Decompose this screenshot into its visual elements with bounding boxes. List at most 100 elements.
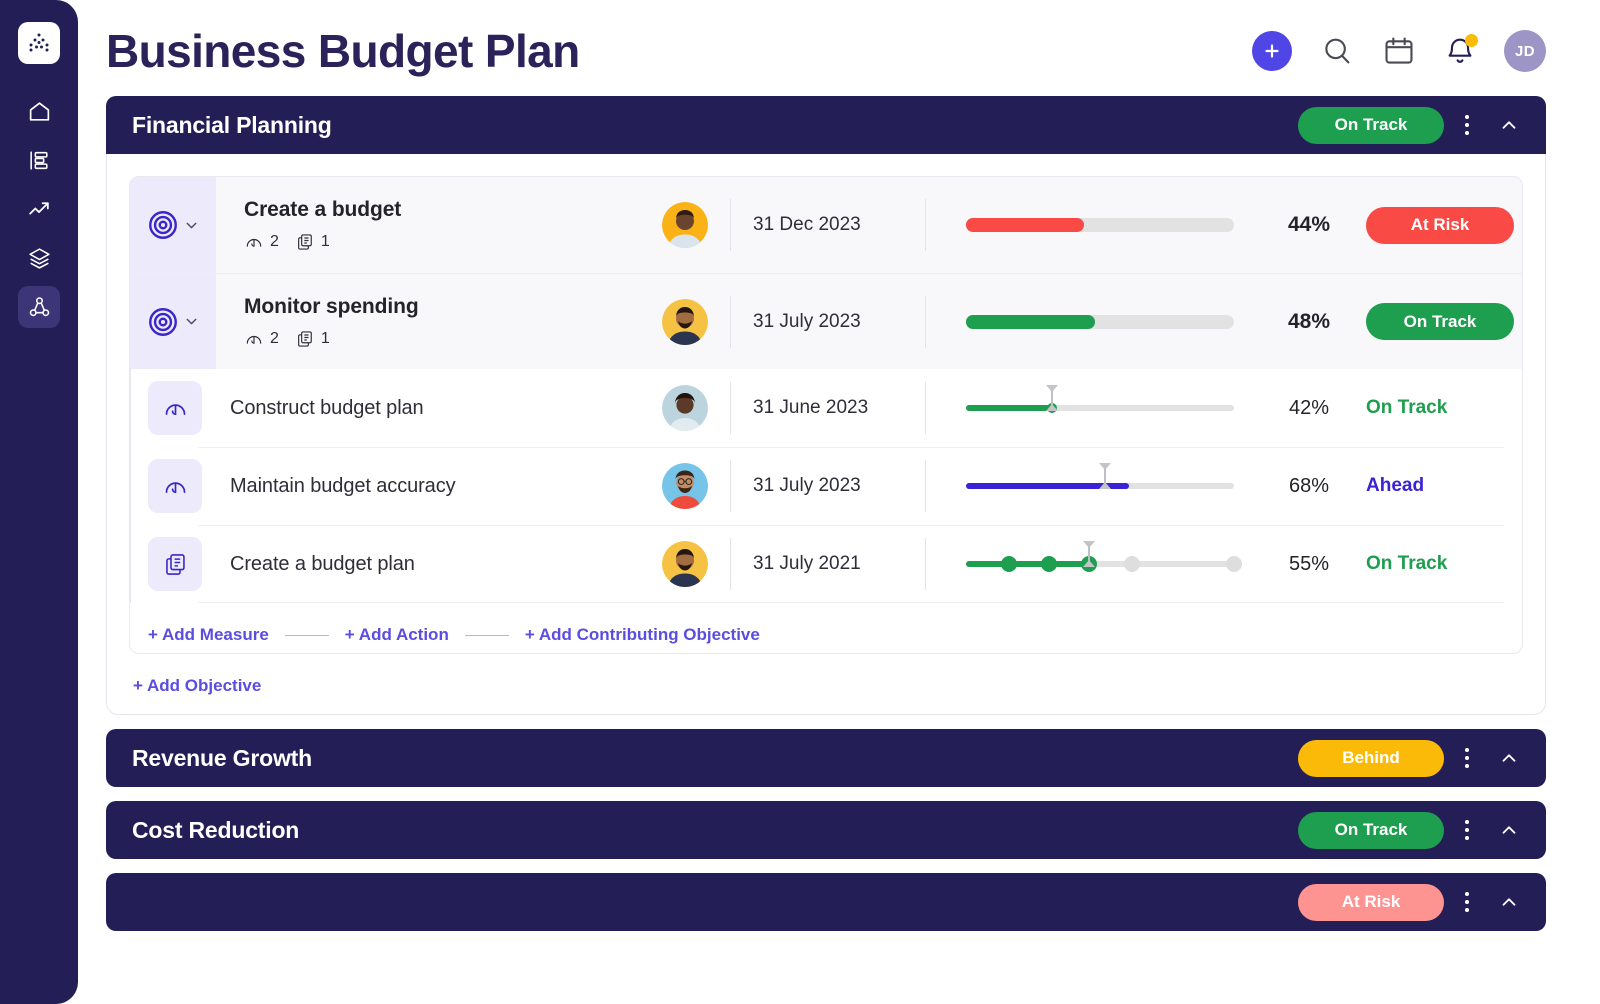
action-doc-icon xyxy=(297,330,312,347)
due-date: 31 Dec 2023 xyxy=(753,214,861,235)
progress-slider[interactable] xyxy=(966,463,1266,499)
bell-icon xyxy=(1448,38,1472,63)
divider xyxy=(925,538,926,590)
add-objective-link[interactable]: + Add Objective xyxy=(133,676,262,695)
divider xyxy=(464,634,509,636)
section-collapse-toggle[interactable] xyxy=(1490,739,1528,777)
section-collapse-toggle[interactable] xyxy=(1490,811,1528,849)
milestone-dot[interactable] xyxy=(1226,556,1242,572)
top-bar-actions: JD xyxy=(1252,30,1546,72)
progress-track xyxy=(966,314,1234,329)
home-icon xyxy=(29,101,49,121)
measures-count: 2 xyxy=(244,329,279,349)
progress-slider[interactable] xyxy=(966,385,1266,421)
add-action-link[interactable]: + Add Action xyxy=(344,625,449,644)
status-badge[interactable]: At Risk xyxy=(1366,206,1514,244)
app-logo[interactable] xyxy=(18,22,60,64)
actions-count: 1 xyxy=(295,329,330,349)
section-header[interactable]: Revenue Growth Behind xyxy=(106,729,1546,787)
notification-dot xyxy=(1465,34,1478,47)
milestone-dot[interactable] xyxy=(1041,556,1058,572)
sidebar-item-gantt[interactable] xyxy=(18,139,60,181)
progress-fill xyxy=(966,314,1095,329)
avatar[interactable] xyxy=(662,541,708,587)
section-partial: At Risk xyxy=(106,873,1546,931)
status-badge[interactable]: At Risk xyxy=(1298,883,1444,921)
calendar-icon xyxy=(1385,37,1413,64)
section-header[interactable]: At Risk xyxy=(106,873,1546,931)
progress-bar[interactable] xyxy=(966,314,1266,329)
divider xyxy=(730,538,731,590)
table-row[interactable]: Monitor spending 2 xyxy=(130,273,1522,369)
add-contributing-objective-link[interactable]: + Add Contributing Objective xyxy=(524,625,760,644)
chevron-up-icon xyxy=(1502,898,1516,906)
add-measure-link[interactable]: + Add Measure xyxy=(148,625,269,644)
status-cell: On Track xyxy=(1352,303,1522,340)
calendar-button[interactable] xyxy=(1382,34,1416,68)
target-marker xyxy=(1083,541,1096,567)
status-badge[interactable]: Behind xyxy=(1298,739,1444,777)
slider-track xyxy=(966,405,1234,411)
action-doc-icon xyxy=(165,553,185,575)
progress-percent: 48% xyxy=(1287,309,1331,333)
divider xyxy=(925,460,926,512)
slider xyxy=(966,385,1234,421)
section-menu-button[interactable] xyxy=(1450,105,1484,145)
user-avatar[interactable]: JD xyxy=(1504,30,1546,72)
section-collapse-toggle[interactable] xyxy=(1490,106,1528,144)
status-badge[interactable]: On Track xyxy=(1298,106,1444,144)
chevron-up-icon xyxy=(1502,121,1516,129)
gauge-icon xyxy=(246,238,262,247)
table-row[interactable]: Construct budget plan xyxy=(130,369,1522,447)
status-badge[interactable]: On Track xyxy=(1298,811,1444,849)
objective-icon-tile xyxy=(130,177,216,273)
objective-meta: 2 1 xyxy=(244,329,662,349)
slider xyxy=(966,463,1234,499)
milestone-slider[interactable] xyxy=(966,541,1266,577)
table-row[interactable]: Create a budget plan xyxy=(130,525,1522,603)
sidebar-item-analytics[interactable] xyxy=(18,188,60,230)
section-menu-button[interactable] xyxy=(1450,810,1484,850)
progress-fill xyxy=(966,218,1084,232)
avatar[interactable] xyxy=(662,202,708,248)
avatar[interactable] xyxy=(662,298,708,345)
objective-expand-toggle[interactable] xyxy=(183,217,200,234)
section-title: Financial Planning xyxy=(132,111,332,138)
sidebar-item-layers[interactable] xyxy=(18,237,60,279)
section-header[interactable]: Financial Planning On Track xyxy=(106,96,1546,154)
milestone-dot[interactable] xyxy=(1000,556,1017,572)
divider xyxy=(284,634,329,636)
objective-expand-toggle[interactable] xyxy=(183,313,200,330)
milestone-dot[interactable] xyxy=(1124,556,1141,572)
section-header[interactable]: Cost Reduction On Track xyxy=(106,801,1546,859)
progress-bar[interactable] xyxy=(966,218,1266,232)
status-cell: At Risk xyxy=(1352,206,1522,244)
status-badge[interactable]: On Track xyxy=(1366,303,1514,340)
notifications-button[interactable] xyxy=(1444,34,1478,67)
gauge-icon xyxy=(165,481,185,493)
search-button[interactable] xyxy=(1320,34,1354,68)
section-menu-button[interactable] xyxy=(1450,882,1484,922)
action-doc-icon xyxy=(297,234,312,250)
section-header-actions: At Risk xyxy=(1298,882,1528,922)
avatar[interactable] xyxy=(662,463,708,509)
section-collapse-toggle[interactable] xyxy=(1490,883,1528,921)
sidebar xyxy=(0,0,78,1004)
sidebar-item-strategy-map[interactable] xyxy=(18,286,60,328)
avatar[interactable] xyxy=(662,385,708,431)
section-menu-button[interactable] xyxy=(1450,738,1484,778)
due-date: 31 July 2021 xyxy=(753,553,861,574)
divider xyxy=(925,295,926,348)
slider-track xyxy=(966,561,1234,567)
section-header-actions: On Track xyxy=(1298,810,1528,850)
avatar-image xyxy=(662,298,708,345)
divider xyxy=(925,199,926,251)
table-row[interactable]: Maintain budget accuracy xyxy=(130,447,1522,525)
table-row[interactable]: Create a budget 2 xyxy=(130,177,1522,273)
add-button[interactable] xyxy=(1252,31,1292,71)
status-cell: On Track xyxy=(1352,553,1522,575)
sidebar-item-home[interactable] xyxy=(18,90,60,132)
section-financial-planning: Financial Planning On Track xyxy=(106,96,1546,715)
objective-name: Create a budget xyxy=(244,198,402,221)
progress-percent: 55% xyxy=(1288,552,1330,575)
